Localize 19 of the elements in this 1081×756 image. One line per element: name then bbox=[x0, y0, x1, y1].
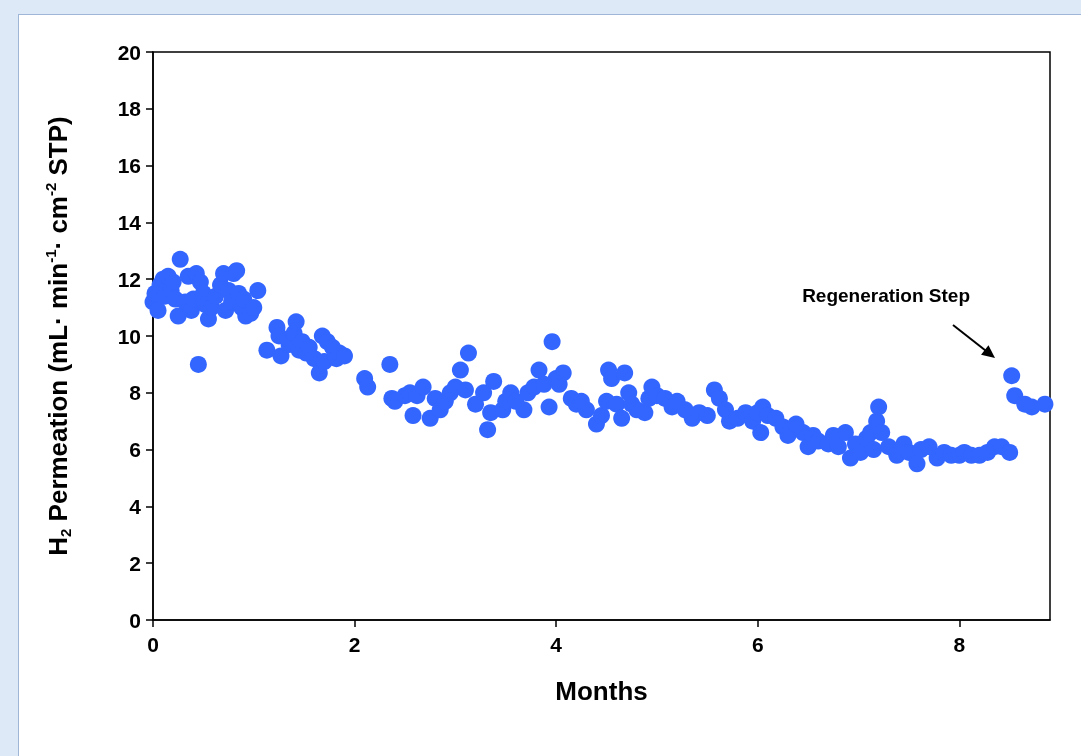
y-tick-label: 16 bbox=[117, 154, 141, 178]
y-axis-title: H2 Permeation (mL· min-1· cm-2 STP) bbox=[42, 116, 74, 556]
x-tick-label: 8 bbox=[953, 633, 966, 656]
y-tick-label: 6 bbox=[129, 438, 141, 462]
x-tick-label: 2 bbox=[348, 633, 361, 656]
x-tick-label: 4 bbox=[550, 633, 563, 656]
y-tick-label: 0 bbox=[129, 608, 141, 632]
x-tick-label: 0 bbox=[147, 633, 159, 656]
y-tick-label: 8 bbox=[129, 381, 142, 405]
y-tick-label: 14 bbox=[117, 210, 142, 234]
x-tick-label: 6 bbox=[751, 633, 764, 656]
annotation: Regeneration Step bbox=[802, 284, 970, 306]
y-tick-label: 20 bbox=[117, 40, 141, 64]
x-axis-title: Months bbox=[555, 676, 648, 706]
y-tick-label: 4 bbox=[129, 494, 142, 518]
y-tick-label: 12 bbox=[117, 267, 141, 291]
y-tick-label: 10 bbox=[117, 324, 141, 348]
y-tick-label: 2 bbox=[129, 551, 141, 575]
y-tick-label: 18 bbox=[117, 97, 142, 121]
